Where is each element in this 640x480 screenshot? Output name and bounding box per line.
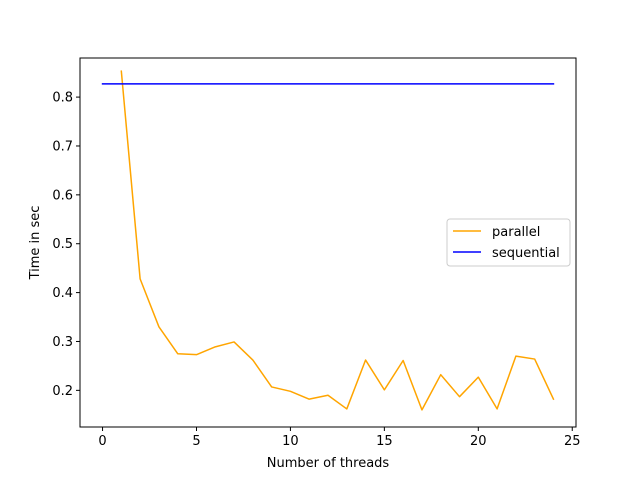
y-axis-ticks: 0.2 0.3 0.4 0.5 0.6 0.7 0.8	[52, 91, 80, 399]
x-tick-label: 10	[282, 434, 299, 449]
y-tick-label: 0.7	[52, 139, 73, 154]
y-tick-label: 0.8	[52, 91, 73, 106]
y-tick-label: 0.2	[52, 384, 73, 399]
legend-label-sequential: sequential	[492, 246, 560, 261]
x-tick-label: 0	[98, 434, 106, 449]
legend: parallel sequential	[446, 218, 571, 267]
y-axis-label: Time in sec	[28, 206, 43, 281]
x-axis-ticks: 0 5 10 15 20 25	[98, 427, 581, 449]
y-tick-label: 0.6	[52, 188, 73, 203]
x-tick-label: 20	[470, 434, 487, 449]
x-axis-label: Number of threads	[267, 456, 390, 471]
series-layer	[101, 70, 555, 411]
x-tick-label: 5	[192, 434, 200, 449]
x-tick-label: 15	[376, 434, 393, 449]
series-line-parallel	[120, 70, 555, 411]
y-tick-label: 0.4	[52, 286, 73, 301]
y-tick-label: 0.3	[52, 335, 73, 350]
legend-label-parallel: parallel	[492, 225, 540, 240]
x-tick-label: 25	[564, 434, 581, 449]
y-tick-label: 0.5	[52, 237, 73, 252]
axes-frame	[79, 57, 577, 428]
